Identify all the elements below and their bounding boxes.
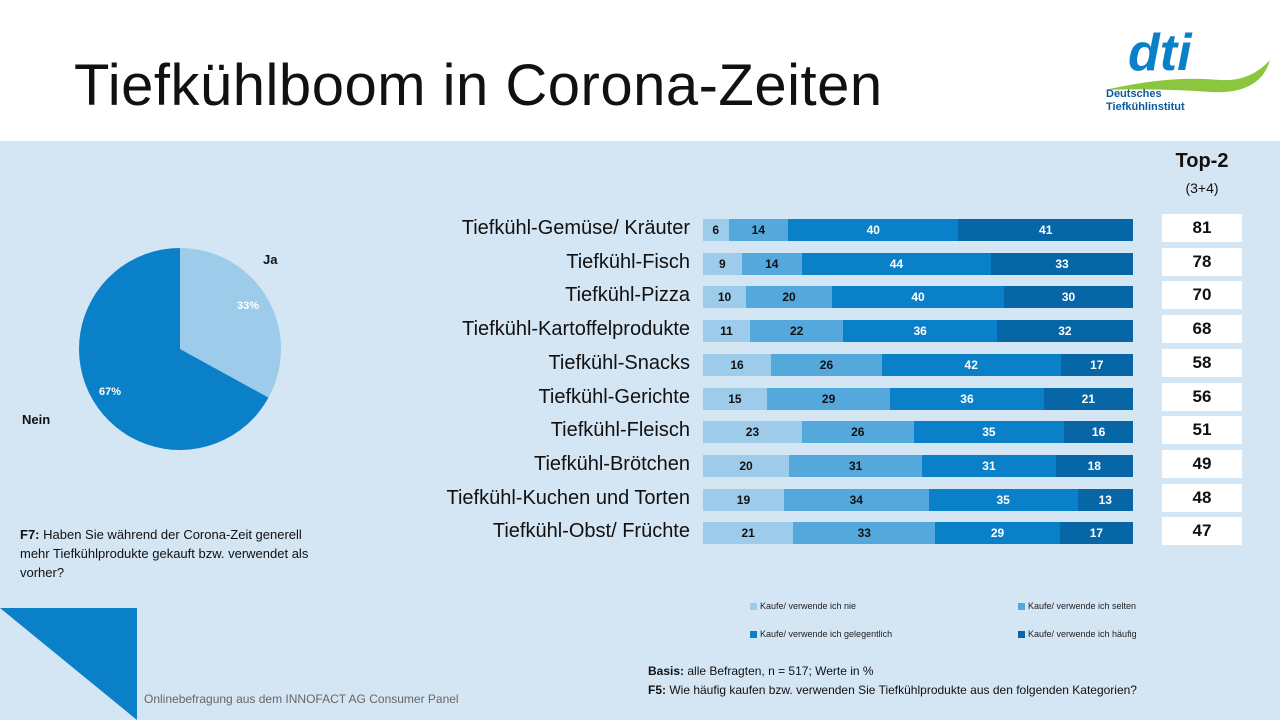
bar-segment: 36 bbox=[843, 320, 997, 343]
bar-segment: 41 bbox=[958, 219, 1133, 241]
legend-item-selten: Kaufe/ verwende ich selten bbox=[1018, 601, 1136, 611]
question-f7-label: F7: bbox=[20, 527, 40, 542]
bar-segment: 35 bbox=[928, 488, 1078, 511]
dti-logo: dti bbox=[1105, 24, 1270, 93]
bar-segment: 21 bbox=[1043, 387, 1133, 410]
logo-wordmark: dti bbox=[1128, 24, 1193, 82]
bar-segment: 14 bbox=[728, 219, 789, 241]
page-title: Tiefkühlboom in Corona-Zeiten bbox=[74, 53, 883, 118]
basis-text: alle Befragten, n = 517; Werte in % bbox=[684, 664, 874, 678]
legend-label-gelegentlich: Kaufe/ verwende ich gelegentlich bbox=[760, 629, 893, 639]
category-label: Tiefkühl-Kartoffelprodukte bbox=[462, 318, 690, 341]
bar-segment: 19 bbox=[703, 488, 784, 511]
top2-value: 51 bbox=[1162, 416, 1242, 445]
top2-value: 58 bbox=[1162, 348, 1242, 377]
legend-item-haeufig: Kaufe/ verwende ich häufig bbox=[1018, 629, 1137, 639]
logo-line-2: Tiefkühlinstitut bbox=[1106, 101, 1185, 113]
question-f7: F7: Haben Sie während der Corona-Zeit ge… bbox=[20, 525, 330, 582]
footer-source: Onlinebefragung aus dem INNOFACT AG Cons… bbox=[144, 692, 459, 706]
bar-segment: 20 bbox=[746, 286, 832, 309]
bar-segment: 29 bbox=[935, 522, 1060, 545]
bar-segment: 15 bbox=[703, 387, 767, 410]
bar-segment: 44 bbox=[801, 252, 992, 275]
question-f7-text: Haben Sie während der Corona-Zeit genere… bbox=[20, 527, 309, 580]
logo-line-1: Deutsches bbox=[1106, 88, 1162, 100]
bar-segment: 9 bbox=[703, 252, 742, 275]
bar-segment: 26 bbox=[801, 421, 914, 444]
bar-segment: 34 bbox=[783, 488, 929, 511]
bar-segment: 26 bbox=[771, 353, 882, 376]
bar-segment: 31 bbox=[789, 454, 923, 477]
bar-segment: 16 bbox=[703, 353, 772, 376]
pie-value-ja: 33% bbox=[237, 300, 260, 312]
bar-segment: 30 bbox=[1004, 286, 1133, 309]
bar-segment: 33 bbox=[793, 522, 936, 545]
corner-triangle-decoration bbox=[0, 608, 137, 720]
bar-segment: 13 bbox=[1077, 488, 1133, 511]
bar-segment: 6 bbox=[703, 219, 729, 241]
question-f5: F5: Wie häufig kaufen bzw. verwenden Sie… bbox=[648, 683, 1137, 697]
legend-label-nie: Kaufe/ verwende ich nie bbox=[760, 601, 857, 611]
bar-segment: 29 bbox=[766, 387, 891, 410]
top2-header: Top-2 bbox=[1175, 150, 1229, 172]
top2-value: 47 bbox=[1162, 517, 1242, 546]
pie-value-nein: 67% bbox=[99, 386, 122, 398]
legend-swatch-gelegentlich bbox=[750, 630, 757, 638]
question-f5-label: F5: bbox=[648, 683, 666, 697]
legend-item-gelegentlich: Kaufe/ verwende ich gelegentlich bbox=[750, 629, 892, 639]
basis-note: Basis: alle Befragten, n = 517; Werte in… bbox=[648, 664, 874, 678]
basis-label: Basis: bbox=[648, 664, 685, 678]
top2-value: 68 bbox=[1162, 315, 1242, 344]
bar-segment: 35 bbox=[913, 421, 1065, 444]
top2-value: 48 bbox=[1162, 483, 1242, 512]
bar-segment: 11 bbox=[703, 320, 750, 343]
bar-segment: 42 bbox=[881, 353, 1061, 376]
pie-label-nein: Nein bbox=[22, 412, 51, 427]
bar-segment: 18 bbox=[1055, 454, 1133, 477]
top2-value: 49 bbox=[1162, 449, 1242, 478]
top2-value: 70 bbox=[1162, 281, 1242, 310]
bar-segment: 21 bbox=[703, 522, 794, 545]
bar-segment: 16 bbox=[1064, 421, 1133, 444]
bar-segment: 31 bbox=[922, 454, 1056, 477]
bar-segment: 14 bbox=[741, 252, 802, 275]
category-label: Tiefkühl-Gerichte bbox=[538, 385, 690, 408]
bar-segment: 32 bbox=[996, 320, 1133, 343]
bar-segment: 40 bbox=[832, 286, 1004, 309]
legend-item-nie: Kaufe/ verwende ich nie bbox=[750, 601, 856, 611]
legend-swatch-nie bbox=[750, 602, 757, 610]
category-label: Tiefkühl-Obst/ Früchte bbox=[492, 520, 690, 543]
legend-swatch-haeufig bbox=[1018, 630, 1025, 638]
bar-segment: 33 bbox=[991, 252, 1133, 275]
pie-label-ja: Ja bbox=[263, 252, 278, 267]
legend-label-haeufig: Kaufe/ verwende ich häufig bbox=[1028, 629, 1137, 639]
category-label: Tiefkühl-Gemüse/ Kräuter bbox=[461, 217, 690, 239]
top2-value: 81 bbox=[1162, 214, 1242, 242]
bar-segment: 36 bbox=[890, 387, 1044, 410]
legend-label-selten: Kaufe/ verwende ich selten bbox=[1028, 601, 1137, 611]
category-label: Tiefkühl-Pizza bbox=[565, 284, 690, 307]
bar-segment: 17 bbox=[1060, 353, 1133, 376]
question-f5-text: Wie häufig kaufen bzw. verwenden Sie Tie… bbox=[666, 683, 1137, 697]
pie-slice-nein bbox=[79, 248, 269, 450]
legend-swatch-selten bbox=[1018, 602, 1025, 610]
category-label: Tiefkühl-Snacks bbox=[548, 351, 690, 374]
bar-segment: 23 bbox=[703, 421, 802, 444]
bar-segment: 22 bbox=[749, 320, 844, 343]
bar-segment: 40 bbox=[788, 219, 959, 241]
pie-chart bbox=[79, 248, 281, 450]
bar-segment: 10 bbox=[703, 286, 746, 309]
category-label: Tiefkühl-Brötchen bbox=[534, 452, 690, 475]
pie-slice-ja bbox=[180, 248, 281, 398]
logo-swoosh bbox=[1105, 60, 1270, 93]
category-label: Tiefkühl-Fleisch bbox=[550, 419, 690, 442]
category-label: Tiefkühl-Fisch bbox=[566, 250, 690, 273]
top2-value: 78 bbox=[1162, 247, 1242, 276]
top2-value: 56 bbox=[1162, 382, 1242, 411]
category-label: Tiefkühl-Kuchen und Torten bbox=[446, 486, 691, 509]
bar-segment: 17 bbox=[1059, 522, 1133, 545]
bar-segment: 20 bbox=[703, 454, 789, 477]
top2-subheader: (3+4) bbox=[1185, 180, 1219, 196]
